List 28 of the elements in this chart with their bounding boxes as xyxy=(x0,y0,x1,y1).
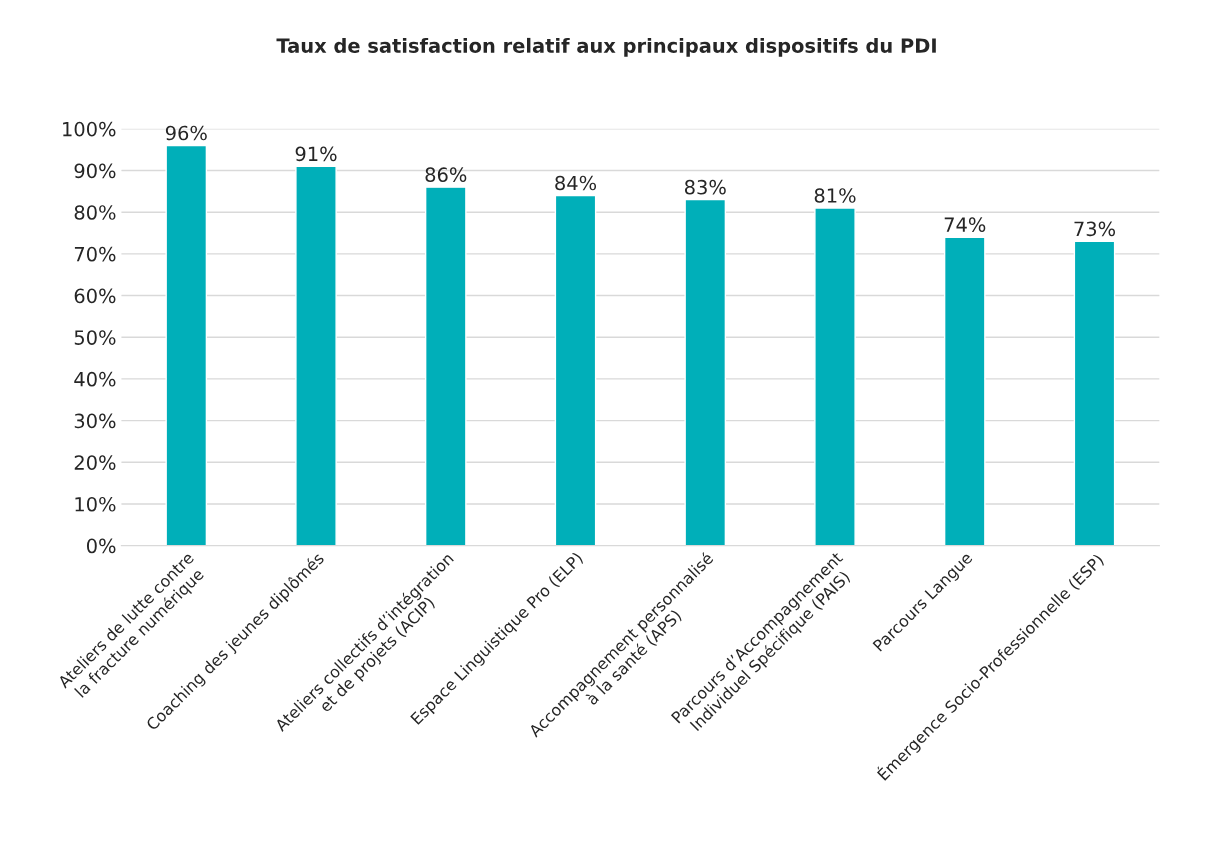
y-tick-label: 50% xyxy=(74,330,116,345)
bar xyxy=(943,236,986,546)
y-tick-label: 100% xyxy=(63,121,116,137)
bar xyxy=(554,194,597,546)
bar xyxy=(1073,240,1116,546)
bar xyxy=(814,207,856,546)
data-label: 83% xyxy=(684,179,726,195)
y-tick-label: 90% xyxy=(74,163,116,179)
data-label: 91% xyxy=(295,146,337,162)
chart-title: Taux de satisfaction relatif aux principaux dispositifs du PDI xyxy=(276,37,936,57)
y-tick-label: 40% xyxy=(74,371,116,387)
bar xyxy=(295,165,337,546)
y-tick-label: 60% xyxy=(74,288,116,304)
y-tick-label: 80% xyxy=(74,205,116,220)
y-tick-label: 10% xyxy=(75,496,116,512)
data-label: 96% xyxy=(165,125,207,141)
bar xyxy=(424,186,467,546)
y-tick-label: 0% xyxy=(86,538,116,554)
data-label: 84% xyxy=(555,175,597,191)
data-label: 74% xyxy=(944,217,986,233)
y-tick-label: 70% xyxy=(74,246,116,262)
bar xyxy=(165,144,208,546)
bar xyxy=(684,198,727,546)
data-label: 81% xyxy=(814,188,856,203)
y-tick-label: 20% xyxy=(74,455,116,470)
y-tick-label: 30% xyxy=(74,413,116,429)
data-label: 86% xyxy=(425,167,467,183)
data-label: 73% xyxy=(1074,221,1116,237)
